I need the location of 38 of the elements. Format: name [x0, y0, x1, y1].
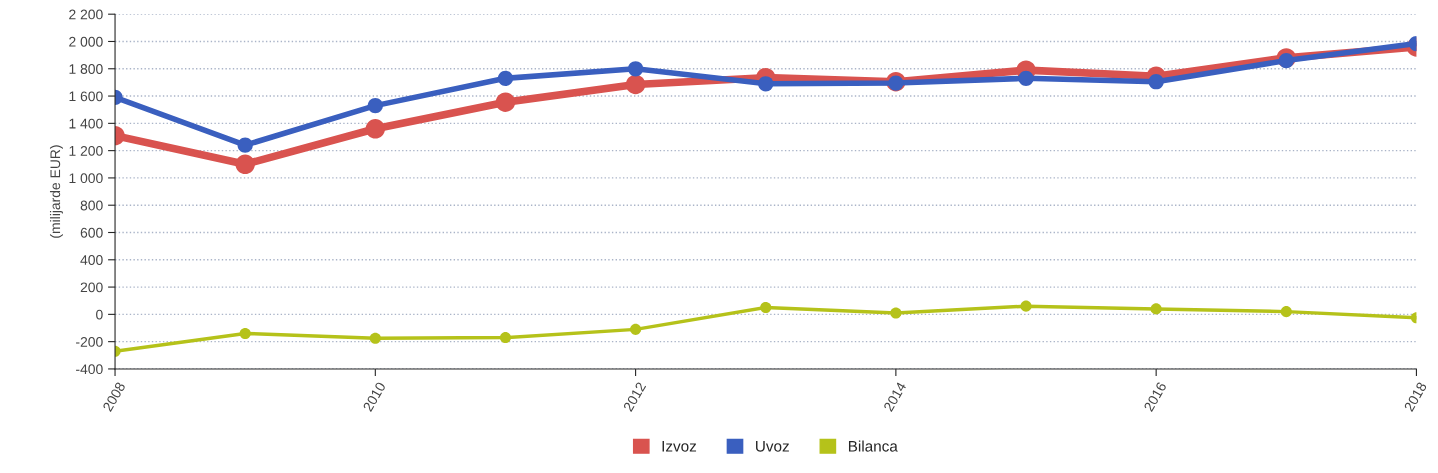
y-tick-label: 1 600 — [69, 91, 103, 102]
point — [630, 323, 642, 335]
y-tick-label: 2 000 — [69, 36, 103, 47]
y-tick-label: 200 — [80, 282, 103, 293]
point — [1020, 300, 1032, 312]
legend-label: Izvoz — [662, 441, 697, 452]
point — [1018, 70, 1034, 86]
y-tick-label: 0 — [96, 309, 103, 320]
y-axis-title: (milijarde EUR) — [49, 145, 63, 238]
y-tick-label: -200 — [76, 336, 103, 347]
point — [760, 301, 772, 314]
point — [495, 92, 516, 112]
point — [497, 70, 514, 86]
point — [367, 97, 383, 114]
y-tick-label: 2 200 — [69, 9, 103, 20]
point — [627, 61, 644, 77]
y-tick-label: 1 200 — [69, 145, 103, 156]
legend-label: Uvoz — [756, 441, 789, 452]
point — [239, 327, 251, 340]
y-tick-label: -400 — [76, 364, 103, 375]
y-tick-label: 1 800 — [69, 64, 103, 74]
point — [365, 119, 386, 139]
point — [369, 332, 381, 344]
y-tick-label: 600 — [80, 227, 103, 238]
point — [499, 332, 512, 344]
point — [758, 76, 774, 92]
point — [1150, 303, 1162, 315]
point — [235, 154, 255, 174]
point — [1148, 74, 1164, 90]
legend-label: Bilanca — [848, 440, 898, 452]
point — [1280, 306, 1292, 318]
y-tick-label: 1 400 — [69, 118, 103, 129]
y-tick-label: 800 — [80, 200, 103, 211]
point — [625, 74, 646, 95]
point — [890, 307, 902, 319]
point — [237, 137, 253, 153]
y-tick-label: 1 000 — [69, 173, 103, 184]
y-tick-label: 400 — [80, 255, 103, 265]
